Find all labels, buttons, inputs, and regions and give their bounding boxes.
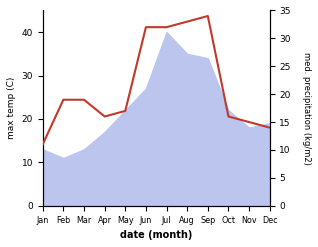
Y-axis label: max temp (C): max temp (C) [7,77,16,139]
Y-axis label: med. precipitation (kg/m2): med. precipitation (kg/m2) [302,52,311,165]
X-axis label: date (month): date (month) [120,230,192,240]
